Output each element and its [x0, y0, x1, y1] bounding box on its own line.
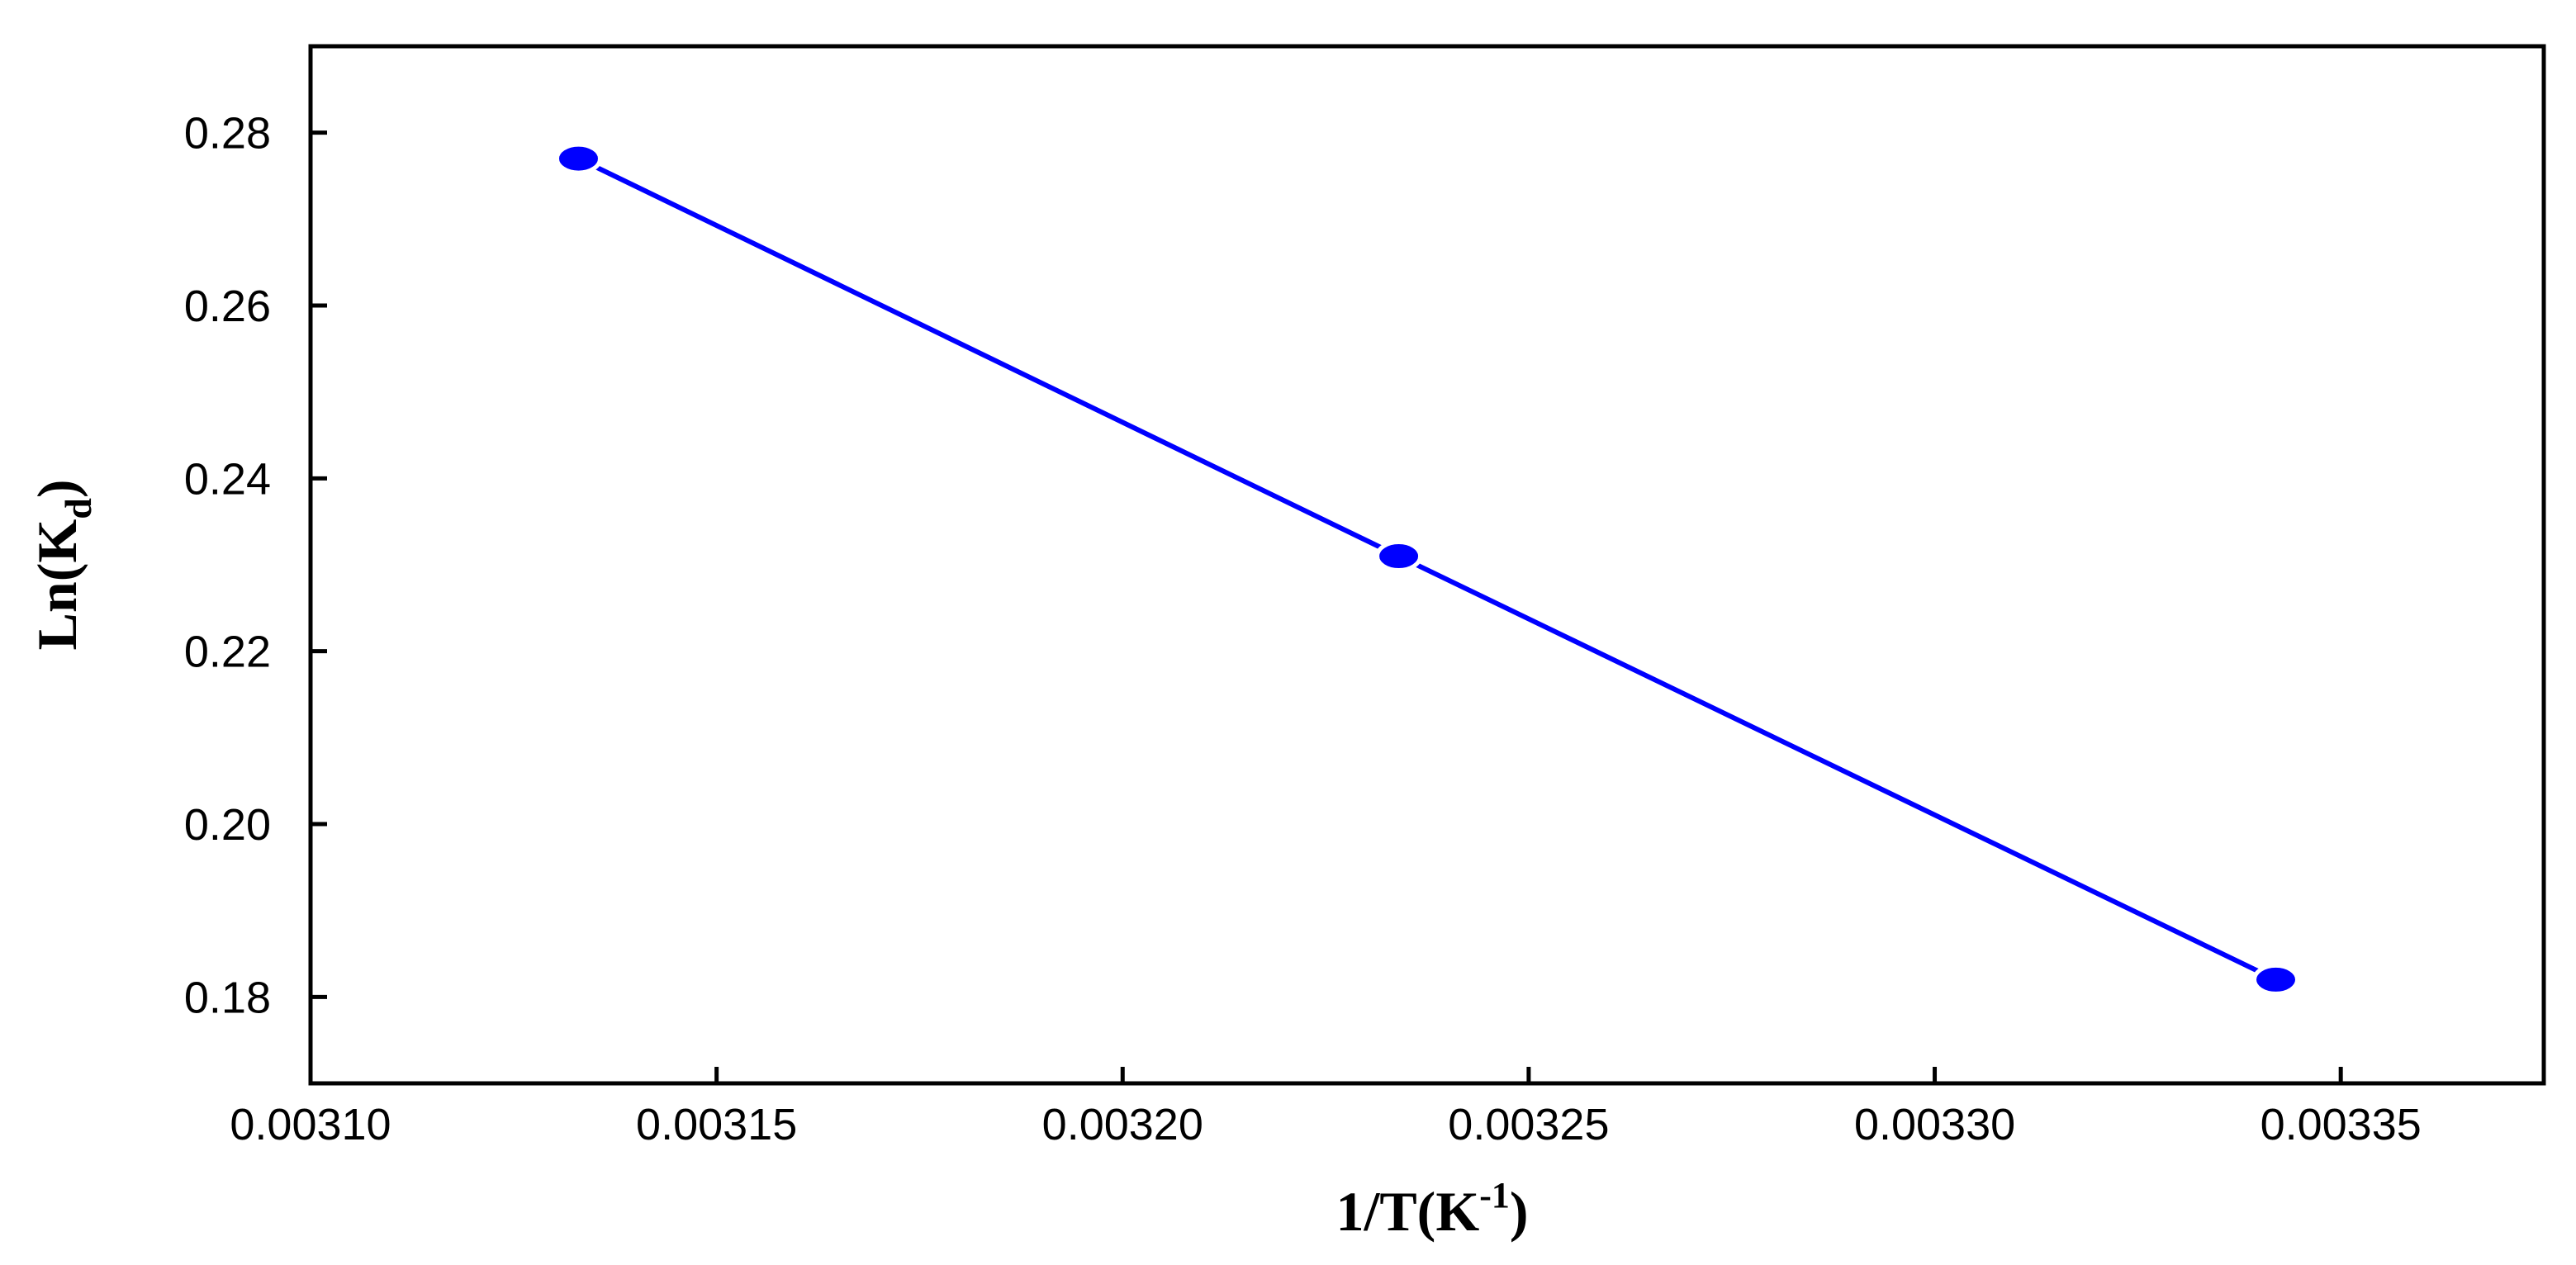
y-tick-label: 0.20	[184, 800, 271, 850]
x-tick-label: 0.00315	[636, 1100, 797, 1149]
y-axis-title-subscript: d	[57, 498, 99, 519]
y-tick-label: 0.24	[184, 454, 271, 504]
x-tick-label: 0.00320	[1042, 1100, 1203, 1149]
x-axis-title: 1/T(K-1)	[1335, 1175, 1528, 1243]
x-tick-label: 0.00330	[1854, 1100, 2015, 1149]
data-point	[1375, 540, 1423, 573]
x-tick-label: 0.00335	[2261, 1100, 2422, 1149]
x-tick-label: 0.00325	[1448, 1100, 1609, 1149]
x-axis-title-base: 1/T(K	[1335, 1180, 1479, 1243]
plot-frame	[308, 44, 2546, 1086]
data-point	[2252, 963, 2300, 996]
y-tick-label: 0.26	[184, 282, 271, 331]
y-tick-label: 0.18	[184, 973, 271, 1022]
series-line	[577, 156, 2277, 983]
y-axis-ticks: 0.18 0.20 0.22 0.24 0.26 0.28	[184, 109, 327, 1022]
x-axis-title-suffix: )	[1510, 1180, 1529, 1243]
y-tick-label: 0.22	[184, 628, 271, 677]
data-point	[554, 142, 602, 175]
y-axis-title-base: Ln(K	[26, 519, 88, 651]
x-axis-title-superscript: -1	[1479, 1175, 1510, 1215]
y-axis-title-suffix: )	[26, 480, 88, 499]
y-tick-label: 0.28	[184, 109, 271, 159]
x-axis-ticks: 0.00310 0.00315 0.00320 0.00325 0.00330 0.003…	[230, 1067, 2422, 1149]
y-axis-title: Ln(Kd)	[26, 480, 99, 651]
x-tick-label: 0.00310	[230, 1100, 391, 1149]
series-layer	[554, 142, 2300, 996]
